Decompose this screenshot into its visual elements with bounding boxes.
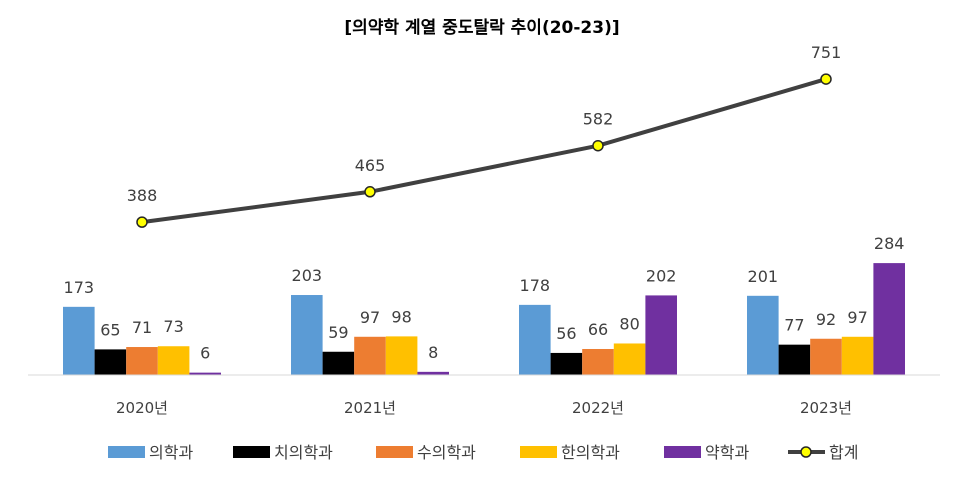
bar (519, 304, 551, 375)
bar (94, 349, 127, 375)
legend-item: 치의학과 (233, 443, 333, 462)
data-label: 59 (328, 323, 348, 342)
total-marker (820, 73, 832, 85)
total-line (141, 77, 827, 225)
data-label: 97 (847, 308, 867, 327)
legend-swatch (376, 446, 413, 458)
data-label: 92 (816, 310, 836, 329)
bar (354, 336, 386, 375)
x-tick-label: 2023년 (800, 399, 852, 417)
data-label: 178 (520, 276, 551, 295)
total-marker (592, 139, 604, 152)
bar (747, 295, 779, 375)
bar (645, 295, 677, 375)
data-label: 56 (556, 324, 576, 343)
data-label: 201 (748, 267, 779, 286)
total-label: 388 (127, 186, 158, 205)
x-tick-label: 2021년 (344, 399, 396, 417)
legend-item: 약학과 (664, 443, 749, 462)
legend-item: 합계 (788, 443, 858, 462)
legend-label: 의학과 (149, 443, 193, 462)
x-tick-label: 2020년 (116, 399, 168, 417)
bar (189, 372, 221, 375)
bar (841, 336, 874, 375)
legend-label: 치의학과 (274, 443, 333, 462)
legend-item: 수의학과 (376, 443, 476, 462)
data-label: 202 (646, 266, 677, 285)
data-label: 77 (784, 316, 804, 335)
data-label: 284 (874, 234, 905, 253)
bar (63, 306, 95, 375)
legend-label: 합계 (829, 443, 858, 462)
bar (778, 344, 811, 375)
data-label: 203 (292, 266, 323, 285)
bar (322, 351, 355, 375)
data-label: 65 (100, 320, 120, 339)
bar (810, 338, 842, 375)
bar (417, 371, 449, 375)
data-label: 97 (360, 308, 380, 327)
legend-swatch (108, 446, 145, 458)
x-tick-label: 2022년 (572, 399, 624, 417)
total-label: 751 (811, 43, 842, 62)
legend-swatch (233, 446, 270, 458)
bar (291, 295, 323, 375)
legend-label: 한의학과 (561, 443, 620, 462)
total-label: 465 (355, 156, 386, 175)
data-label: 173 (64, 278, 95, 297)
legend-item: 한의학과 (520, 443, 620, 462)
bar (126, 347, 158, 375)
bar (157, 346, 190, 375)
data-label: 71 (132, 318, 152, 337)
total-label: 582 (583, 110, 614, 129)
legend-marker (800, 446, 812, 458)
total-marker (136, 216, 148, 228)
data-label: 8 (428, 343, 438, 362)
bar (550, 352, 583, 375)
bar (582, 348, 614, 375)
data-label: 73 (163, 317, 183, 336)
chart-title: [의약학 계열 중도탈락 추이(20-23)] (344, 17, 619, 38)
legend-swatch (520, 446, 557, 458)
data-label: 98 (391, 307, 411, 326)
data-label: 66 (588, 320, 608, 339)
data-label: 80 (619, 314, 639, 333)
total-marker (364, 186, 376, 198)
bar (385, 336, 418, 375)
legend-label: 수의학과 (417, 443, 476, 462)
data-label: 6 (200, 344, 210, 363)
bar (613, 343, 646, 375)
legend-item: 의학과 (108, 443, 193, 462)
bar (873, 263, 905, 375)
legend-swatch (664, 446, 701, 458)
legend-label: 약학과 (705, 443, 749, 462)
